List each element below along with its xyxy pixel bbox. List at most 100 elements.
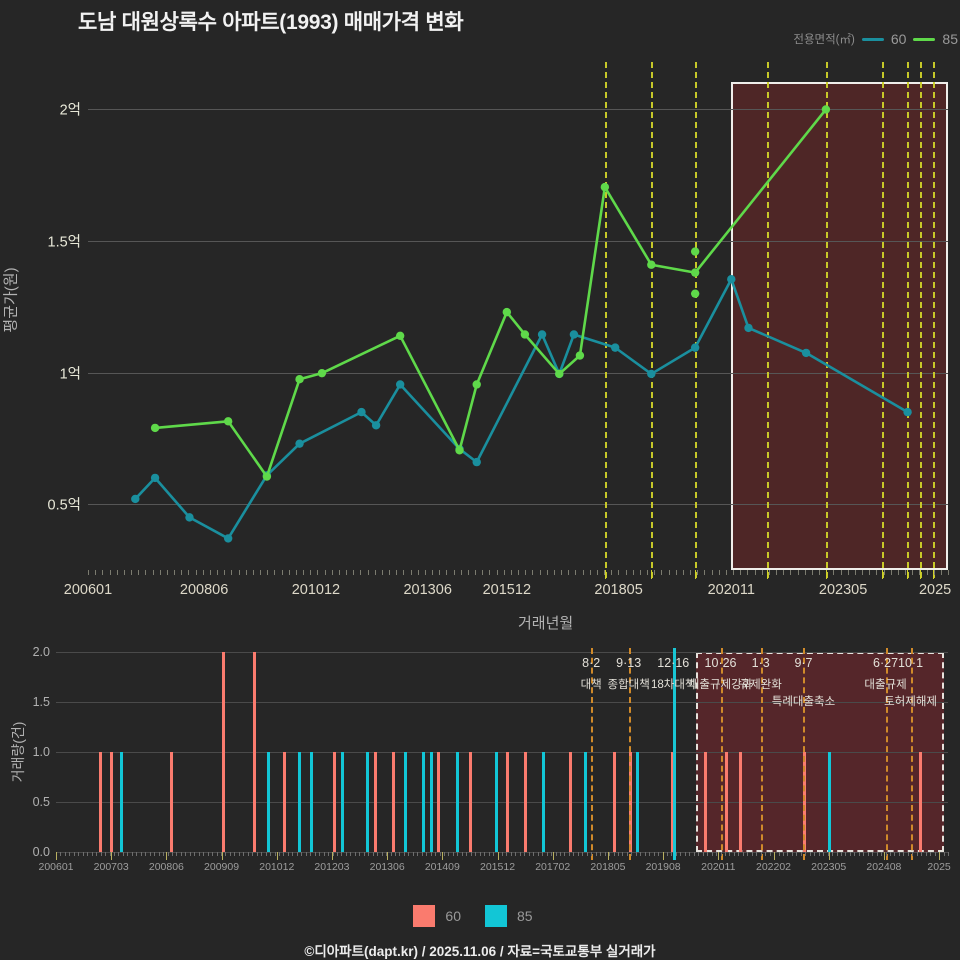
main-x-tick <box>303 570 304 575</box>
bar-gridline <box>56 652 948 653</box>
series-line-85 <box>154 108 827 478</box>
main-x-tick-label: 201306 <box>403 582 452 598</box>
bar-x-tick <box>345 852 347 856</box>
bar-x-tick <box>769 852 771 856</box>
bar-x-tick-major <box>221 852 223 860</box>
main-x-tick <box>768 570 770 575</box>
event-date-label: 9·13 <box>616 656 642 670</box>
bar-x-tick <box>595 852 597 856</box>
data-point <box>150 473 160 483</box>
data-point <box>395 380 405 389</box>
main-x-tick <box>417 570 419 575</box>
main-x-tick <box>604 570 605 575</box>
main-x-tick <box>905 570 906 575</box>
main-x-tick <box>682 570 684 575</box>
data-point <box>555 369 564 379</box>
bar-x-tick <box>827 852 829 856</box>
data-point <box>610 343 620 352</box>
bar-y-tick-label: 1.0 <box>32 745 50 759</box>
bar-x-tick <box>934 852 936 856</box>
main-x-tick <box>926 570 928 575</box>
data-point <box>131 494 140 504</box>
main-x-tick <box>862 570 863 575</box>
series-line-60 <box>134 277 909 540</box>
bar-x-tick-label: 200703 <box>93 861 129 873</box>
data-point <box>569 330 579 339</box>
bar-x-tick <box>626 852 628 856</box>
bar-x-tick <box>644 852 646 856</box>
main-x-tick <box>790 570 792 575</box>
bar-x-tick <box>832 852 834 856</box>
volume-bar <box>341 752 345 852</box>
data-point <box>472 457 481 467</box>
event-marker-line <box>720 648 723 860</box>
bar-x-tick <box>881 852 883 856</box>
bar-x-tick <box>863 852 865 856</box>
main-x-tick <box>109 570 111 575</box>
bar-x-tick <box>350 852 352 856</box>
bar-x-tick <box>948 852 949 856</box>
main-x-tick <box>869 570 871 575</box>
bar-x-tick <box>622 852 624 856</box>
bar-x-tick <box>671 852 673 856</box>
main-x-tick <box>840 570 842 575</box>
bar-x-tick <box>609 852 611 856</box>
bar-x-tick <box>782 852 784 856</box>
main-x-tick <box>310 570 312 575</box>
bar-x-tick <box>354 852 356 856</box>
data-point <box>395 331 405 340</box>
data-point <box>223 417 233 426</box>
main-x-tick-major <box>695 570 697 579</box>
main-x-tick <box>625 570 627 575</box>
main-x-tick-major <box>767 570 769 579</box>
bar-x-tick <box>229 852 231 856</box>
bar-x-tick <box>693 852 695 856</box>
bar-x-tick <box>274 852 276 856</box>
bar-x-tick <box>145 852 147 856</box>
bar-x-tick <box>470 852 472 856</box>
bar-x-tick <box>194 852 196 856</box>
main-x-tick <box>546 570 548 575</box>
bar-x-tick <box>818 852 820 856</box>
main-y-axis-title: 평균가(원) <box>2 267 20 333</box>
main-x-tick <box>618 570 620 575</box>
main-x-tick <box>919 570 921 575</box>
volume-bar <box>266 752 270 852</box>
bar-x-tick <box>100 852 102 856</box>
event-date-label: 10·1 <box>898 656 924 670</box>
bar-x-tick <box>502 852 503 856</box>
bar-x-tick <box>515 852 517 856</box>
bar-x-tick-major <box>111 852 113 860</box>
bar-x-tick <box>484 852 486 856</box>
main-x-tick <box>510 570 512 575</box>
legend-swatch-bar-60 <box>413 905 436 927</box>
bar-x-tick <box>247 852 249 856</box>
bar-x-tick <box>658 852 660 856</box>
main-x-tick <box>267 570 269 575</box>
main-x-tick <box>238 570 240 575</box>
bar-x-tick <box>885 852 887 856</box>
bar-x-tick <box>292 852 294 856</box>
data-point <box>744 323 753 333</box>
main-x-tick <box>532 570 534 575</box>
bar-x-tick <box>212 852 214 856</box>
data-point <box>575 351 585 360</box>
bar-x-tick <box>265 852 267 856</box>
bar-x-tick <box>305 852 307 856</box>
data-point <box>600 182 610 192</box>
bar-x-tick <box>341 852 343 856</box>
main-x-tick <box>804 570 806 575</box>
main-x-tick <box>295 570 297 575</box>
event-name-label: 18차대책 <box>650 679 696 691</box>
event-name-label: 토허제해제 <box>884 696 937 708</box>
bar-x-tick-major <box>939 852 941 860</box>
policy-marker-line <box>695 62 698 578</box>
bar-x-tick <box>91 852 93 856</box>
main-x-tick <box>346 570 347 575</box>
bar-x-tick <box>774 852 776 856</box>
bar-x-tick <box>96 852 98 856</box>
volume-bar <box>297 752 301 852</box>
bar-x-tick <box>372 852 374 856</box>
bar-x-tick <box>653 852 655 856</box>
policy-marker-line <box>932 62 935 578</box>
